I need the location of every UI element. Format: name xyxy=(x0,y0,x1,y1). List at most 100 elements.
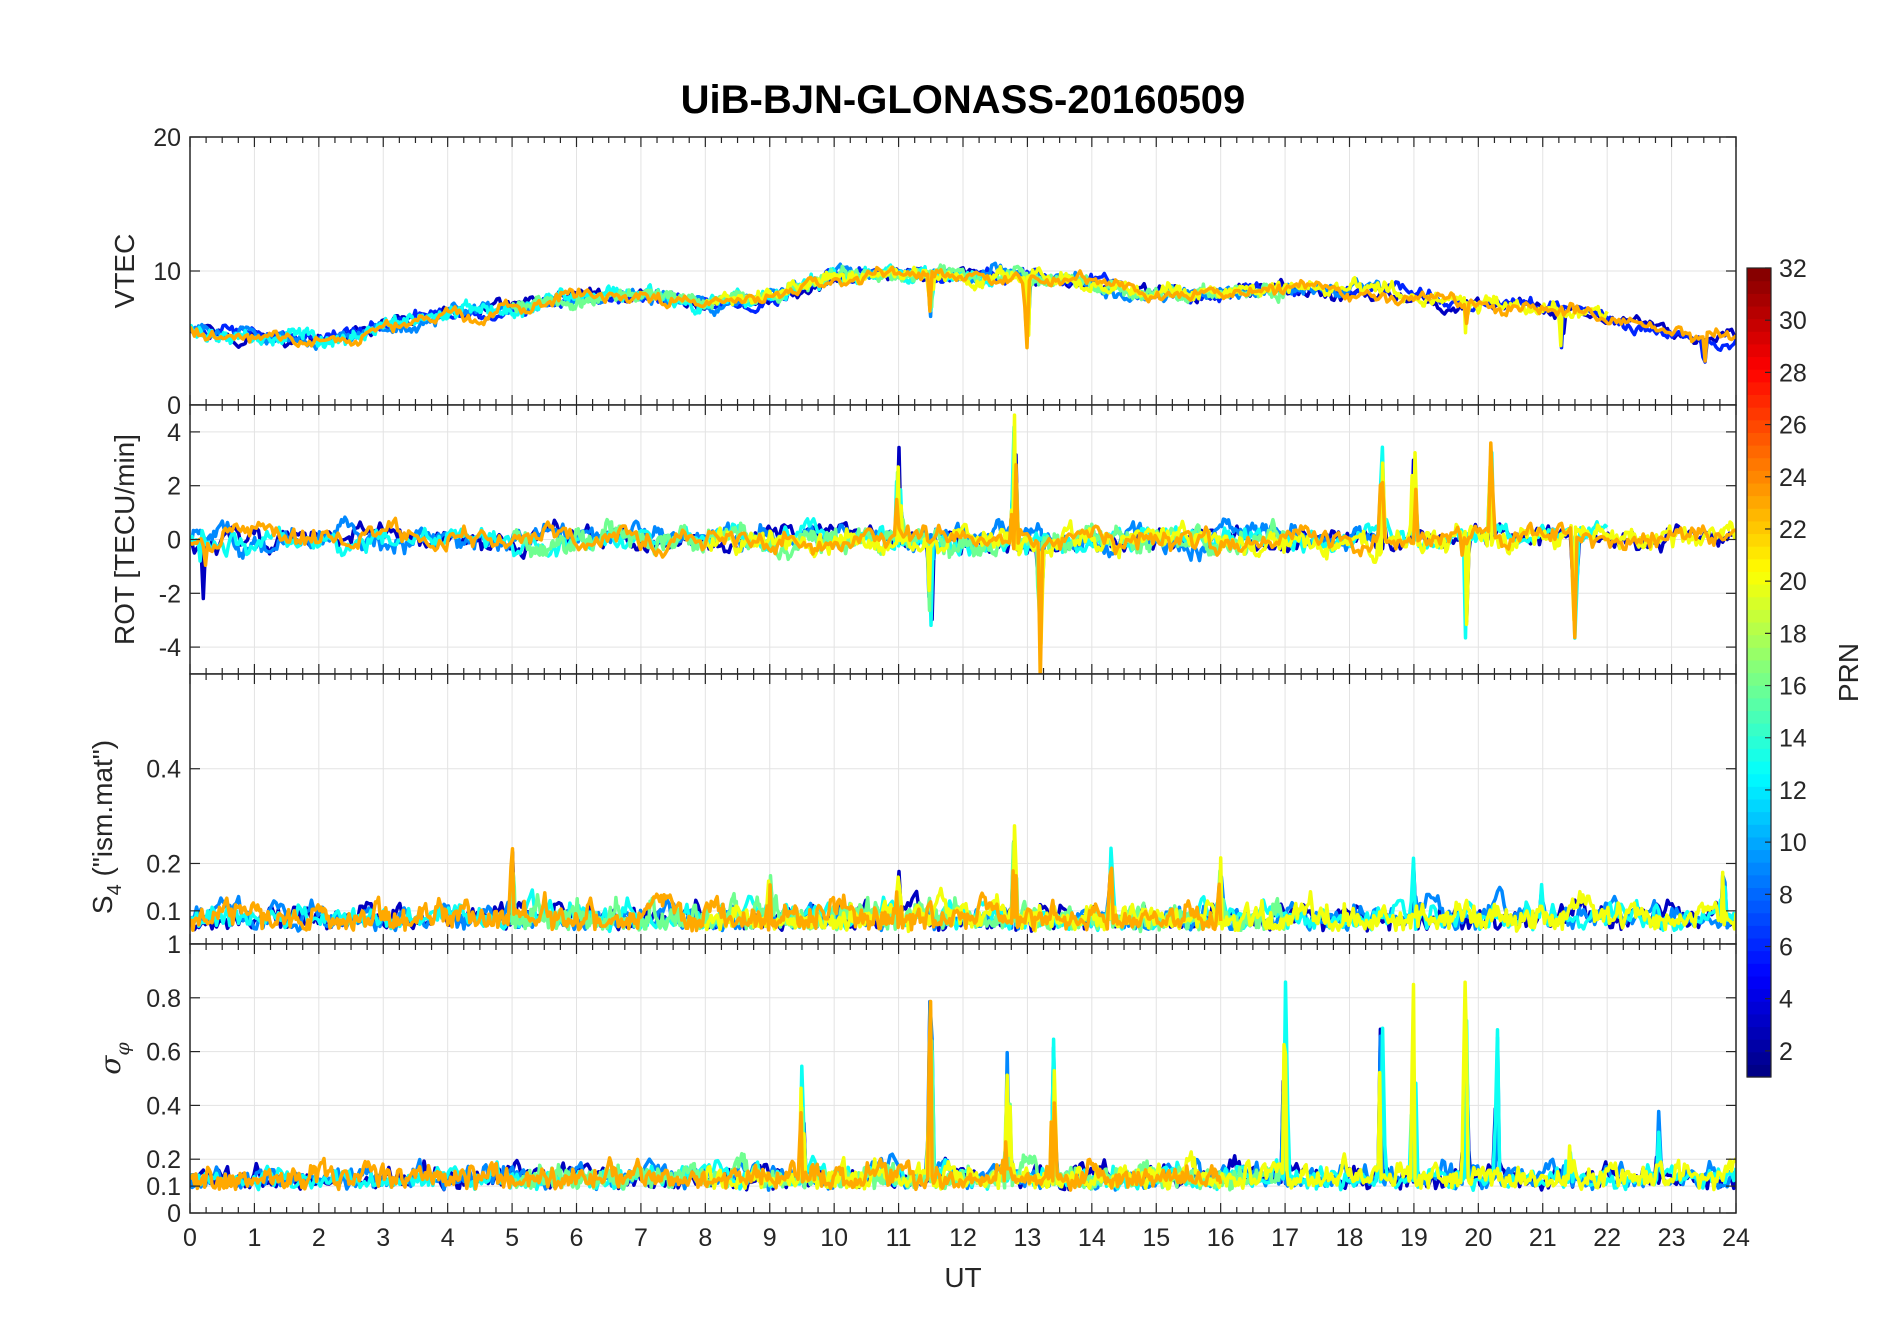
y-tick-label: 0 xyxy=(167,527,181,555)
y-tick-label: 0.6 xyxy=(146,1039,181,1067)
colorbar-swatch xyxy=(1747,318,1771,332)
x-tick-label: 6 xyxy=(570,1224,584,1252)
colorbar-tick-label: 18 xyxy=(1779,620,1807,648)
colorbar-swatch xyxy=(1747,824,1771,838)
colorbar-swatch xyxy=(1747,394,1771,408)
colorbar-swatch xyxy=(1747,268,1771,282)
x-minor-ticks xyxy=(189,405,1737,674)
x-tick-label: 4 xyxy=(441,1224,455,1252)
series-line-prn-13 xyxy=(190,425,1609,640)
colorbar-swatch xyxy=(1747,533,1771,547)
colorbar-tick-label: 12 xyxy=(1779,777,1807,805)
y-tick-label: 4 xyxy=(167,419,181,447)
x-tick-label: 12 xyxy=(949,1224,977,1252)
colorbar-swatch xyxy=(1747,672,1771,686)
colorbar-tick-label: 22 xyxy=(1779,516,1807,544)
x-tick-label: 9 xyxy=(763,1224,777,1252)
colorbar-swatch xyxy=(1747,444,1771,459)
y-tick-label: 2 xyxy=(167,473,181,501)
colorbar-swatch xyxy=(1747,634,1771,648)
colorbar-swatch xyxy=(1747,343,1771,358)
colorbar-tick-label: 16 xyxy=(1779,673,1807,701)
colorbar-swatch xyxy=(1747,305,1771,320)
x-minor-ticks xyxy=(189,944,1737,1213)
x-tick-label: 21 xyxy=(1529,1224,1557,1252)
y-axis-label: ROT [TECU/min] xyxy=(109,434,140,645)
colorbar-swatch xyxy=(1747,596,1771,610)
colorbar-swatch xyxy=(1747,621,1771,636)
colorbar-swatch xyxy=(1747,988,1771,1002)
colorbar-swatch xyxy=(1747,1039,1771,1053)
colorbar-swatch xyxy=(1747,293,1771,307)
colorbar-swatch xyxy=(1747,798,1771,813)
x-tick-label: 10 xyxy=(820,1224,848,1252)
colorbar-swatch xyxy=(1747,369,1771,383)
x-tick-label: 19 xyxy=(1400,1224,1428,1252)
colorbar-swatch xyxy=(1747,710,1771,724)
colorbar-swatch xyxy=(1747,495,1771,509)
colorbar-swatch xyxy=(1747,786,1771,800)
series-group xyxy=(190,980,1736,1192)
colorbar-swatch xyxy=(1747,874,1771,888)
y-tick-label: 0.1 xyxy=(146,1173,181,1201)
y-tick-label: 0.2 xyxy=(146,1146,181,1174)
colorbar-swatch xyxy=(1747,937,1771,952)
y-tick-label: 0 xyxy=(167,392,181,420)
colorbar-swatch xyxy=(1747,432,1771,446)
y-tick-label: -4 xyxy=(159,634,181,662)
x-tick-label: 2 xyxy=(312,1224,326,1252)
chart-title: UiB-BJN-GLONASS-20160509 xyxy=(681,78,1246,122)
colorbar-tick-label: 20 xyxy=(1779,568,1807,596)
colorbar-swatch xyxy=(1747,900,1771,914)
colorbar-swatch xyxy=(1747,280,1771,294)
series-group xyxy=(190,261,1736,364)
colorbar-tick-label: 30 xyxy=(1779,307,1807,335)
colorbar-swatch xyxy=(1747,912,1771,926)
x-axis-label: UT xyxy=(944,1262,981,1293)
colorbar-swatch xyxy=(1747,1051,1771,1065)
colorbar-tick-label: 8 xyxy=(1779,881,1793,909)
colorbar-swatch xyxy=(1747,558,1771,572)
colorbar-swatch xyxy=(1747,975,1771,990)
colorbar-swatch xyxy=(1747,950,1771,964)
panel-s4: 0.1 0.2 0.4 S4 ("ism.mat") xyxy=(87,673,1737,945)
colorbar-tick-label: 32 xyxy=(1779,255,1807,283)
colorbar-tick-label: 10 xyxy=(1779,829,1807,857)
y-tick-label: 10 xyxy=(153,258,181,286)
colorbar-swatch xyxy=(1747,925,1771,939)
colorbar-swatch xyxy=(1747,887,1771,901)
series-line-prn-16 xyxy=(510,263,1287,331)
colorbar-tick-label: 6 xyxy=(1779,934,1793,962)
y-axis-label: VTEC xyxy=(109,234,140,309)
y-axis-label: σφ xyxy=(94,1042,134,1075)
colorbar-swatch xyxy=(1747,571,1771,585)
colorbar-swatch xyxy=(1747,697,1771,712)
colorbar-swatch xyxy=(1747,862,1771,876)
colorbar-tick-label: 24 xyxy=(1779,464,1807,492)
colorbar-swatch xyxy=(1747,584,1771,598)
colorbar-swatch xyxy=(1747,470,1771,484)
colorbar-swatch xyxy=(1747,836,1771,851)
x-tick-label: 11 xyxy=(886,1224,912,1252)
x-tick-label: 24 xyxy=(1722,1224,1750,1252)
x-tick-label: 20 xyxy=(1464,1224,1492,1252)
x-tick-label: 13 xyxy=(1014,1224,1042,1252)
x-tick-label: 14 xyxy=(1078,1224,1106,1252)
colorbar-swatch xyxy=(1747,748,1771,762)
colorbar-swatch xyxy=(1747,508,1771,522)
colorbar-swatch xyxy=(1747,520,1771,535)
colorbar-swatch xyxy=(1747,723,1771,737)
colorbar-swatch xyxy=(1747,849,1771,863)
colorbar-swatch xyxy=(1747,331,1771,345)
x-tick-label: 16 xyxy=(1207,1224,1235,1252)
colorbar-swatch xyxy=(1747,407,1771,421)
y-axis-label: S4 ("ism.mat") xyxy=(87,740,126,914)
series-line-prn-23 xyxy=(190,265,1736,363)
colorbar-swatch xyxy=(1747,457,1771,471)
y-tick-label: 0 xyxy=(167,1200,181,1228)
y-tick-label: 0.4 xyxy=(146,1092,181,1120)
